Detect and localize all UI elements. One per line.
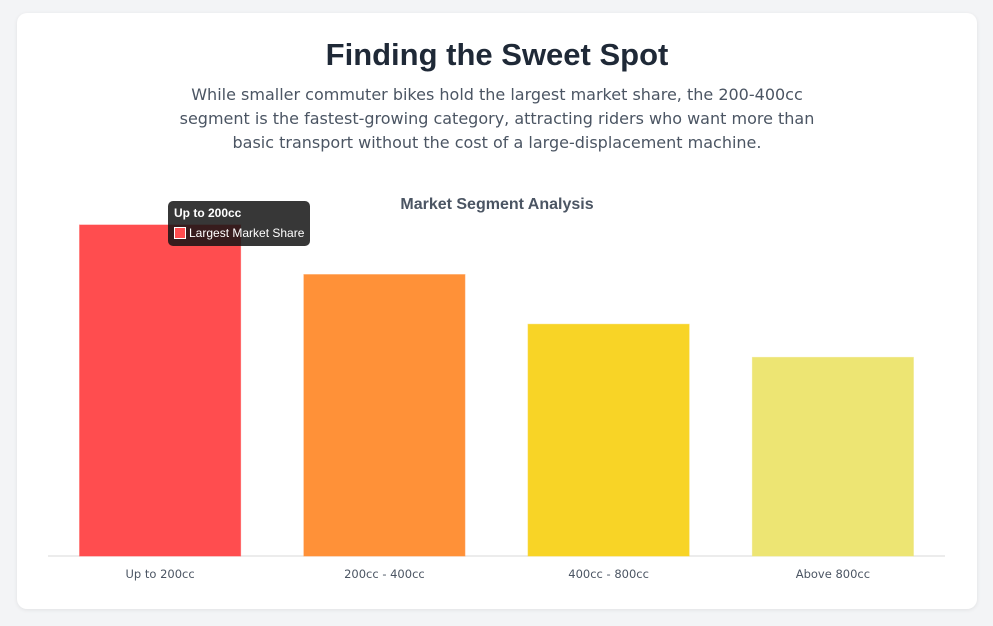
bar-400cc-800cc[interactable]	[527, 323, 690, 557]
bar-up-to-200cc[interactable]	[79, 224, 242, 557]
chart-title: Market Segment Analysis	[400, 196, 593, 213]
x-tick-label: Up to 200cc	[126, 567, 195, 581]
bar-above-800cc[interactable]	[751, 356, 914, 557]
tooltip-title: Up to 200cc	[174, 206, 242, 220]
page-subtitle: While smaller commuter bikes hold the la…	[179, 85, 815, 152]
bar-200cc-400cc[interactable]	[303, 274, 466, 557]
x-tick-label: Above 800cc	[796, 567, 870, 581]
bar-tooltip: Up to 200cc Largest Market Share	[168, 201, 311, 246]
page-title: Finding the Sweet Spot	[325, 37, 669, 72]
x-tick-label: 400cc - 800cc	[568, 567, 649, 581]
tooltip-label: Largest Market Share	[189, 226, 305, 240]
x-tick-label: 200cc - 400cc	[344, 567, 425, 581]
tooltip-row: Largest Market Share	[174, 226, 304, 240]
tooltip-swatch	[174, 227, 186, 239]
